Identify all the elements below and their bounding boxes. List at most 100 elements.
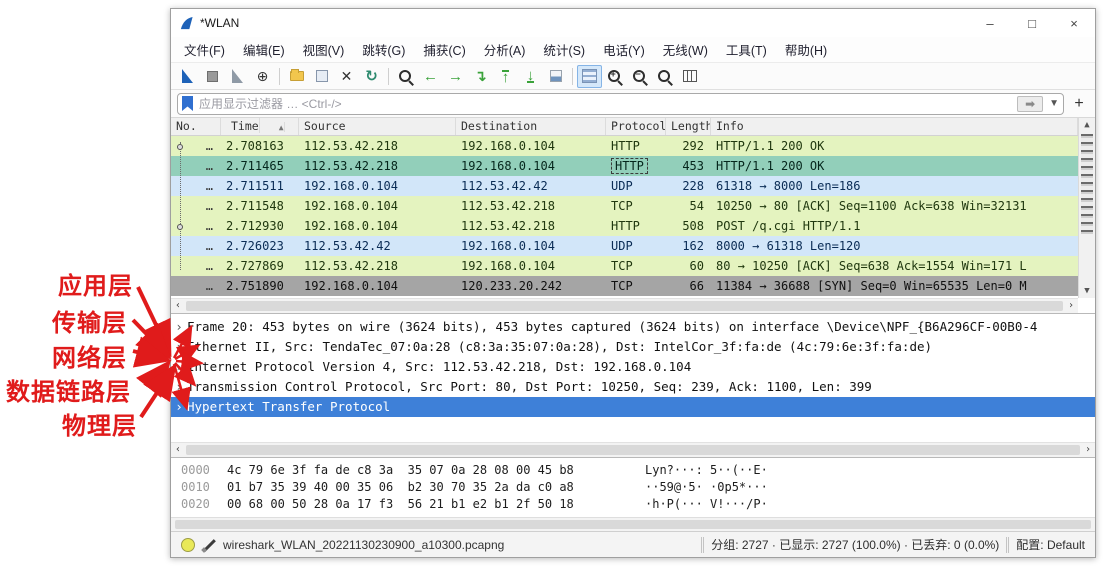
detail-frame[interactable]: Frame 20: 453 bytes on wire (3624 bits),… <box>171 317 1095 337</box>
packet-list-vertical-scrollbar[interactable]: ▲ ▼ <box>1078 118 1095 298</box>
chevron-right-icon[interactable] <box>171 377 187 397</box>
chevron-right-icon[interactable] <box>171 317 187 337</box>
chevron-right-icon[interactable] <box>171 397 187 417</box>
menu-wireless[interactable]: 无线(W) <box>662 44 708 58</box>
scrollbar-thumb[interactable] <box>186 301 1063 311</box>
detail-ip[interactable]: Internet Protocol Version 4, Src: 112.53… <box>171 357 1095 377</box>
annotation-datalink-layer: 数据链路层 <box>6 379 131 406</box>
save-file-icon[interactable] <box>309 65 334 88</box>
col-length[interactable]: Length <box>666 118 711 135</box>
maximize-button[interactable]: □ <box>1028 15 1036 31</box>
col-destination[interactable]: Destination <box>456 118 606 135</box>
stop-capture-icon[interactable] <box>200 65 225 88</box>
find-packet-icon[interactable] <box>393 65 418 88</box>
auto-scroll-icon[interactable] <box>543 65 568 88</box>
close-file-icon[interactable]: ✕ <box>340 67 353 84</box>
scrollbar-thumb[interactable] <box>186 445 1080 455</box>
open-file-icon[interactable] <box>284 65 309 88</box>
resize-columns-icon[interactable] <box>677 65 702 88</box>
menu-tools[interactable]: 工具(T) <box>725 44 767 58</box>
zoom-in-icon[interactable]: + <box>602 65 627 88</box>
detail-tcp[interactable]: Transmission Control Protocol, Src Port:… <box>171 377 1095 397</box>
close-button[interactable]: × <box>1070 15 1078 31</box>
packet-row[interactable]: … 2.712930 192.168.0.104 112.53.42.218 H… <box>171 216 1078 236</box>
annotation-application-layer: 应用层 <box>58 273 133 300</box>
scroll-left-icon[interactable]: ‹ <box>174 444 182 455</box>
minimize-button[interactable]: – <box>986 15 994 31</box>
start-capture-icon[interactable] <box>175 65 200 88</box>
zoom-out-icon[interactable]: − <box>627 65 652 88</box>
packet-row[interactable]: … 2.751890 192.168.0.104 120.233.20.242 … <box>171 276 1078 296</box>
menu-view[interactable]: 视图(V) <box>302 44 345 58</box>
go-back-icon[interactable]: ← <box>423 67 438 85</box>
packet-list-horizontal-scrollbar[interactable]: ‹ › <box>171 298 1078 313</box>
restart-capture-icon[interactable] <box>225 65 250 88</box>
scroll-right-icon[interactable]: › <box>1084 444 1092 455</box>
wireshark-window: *WLAN – □ × 文件(F) 编辑(E) 视图(V) 跳转(G) 捕获(C… <box>170 8 1096 558</box>
go-to-top-icon[interactable]: ↑ <box>501 68 510 86</box>
col-no[interactable]: No. <box>171 118 221 135</box>
packet-row[interactable]: … 2.727869 112.53.42.218 192.168.0.104 T… <box>171 256 1078 276</box>
annotation-physical-layer: 物理层 <box>62 413 137 440</box>
add-filter-button[interactable]: + <box>1074 94 1084 112</box>
zoom-original-icon[interactable] <box>652 65 677 88</box>
col-info[interactable]: Info <box>711 118 1078 135</box>
menu-edit[interactable]: 编辑(E) <box>242 44 285 58</box>
profile-label[interactable]: 配置: Default <box>1016 538 1085 552</box>
menu-help[interactable]: 帮助(H) <box>784 44 828 58</box>
related-packet-line <box>180 142 181 270</box>
annotation-transport-layer: 传输层 <box>52 310 127 337</box>
divider <box>701 536 703 553</box>
hex-dump-pane[interactable]: 0000 4c 79 6e 3f fa de c8 3a 35 07 0a 28… <box>171 458 1095 517</box>
scrollbar-minimap[interactable] <box>1081 134 1093 234</box>
filter-dropdown-chevron-icon[interactable]: ▼ <box>1049 98 1059 109</box>
col-protocol[interactable]: Protocol <box>606 118 666 135</box>
filter-bookmark-icon[interactable] <box>182 96 193 111</box>
col-time[interactable]: Time ▲ <box>221 118 299 135</box>
packet-row-selected[interactable]: … 2.711465 112.53.42.218 192.168.0.104 H… <box>171 156 1078 176</box>
packet-row[interactable]: … 2.711511 192.168.0.104 112.53.42.42 UD… <box>171 176 1078 196</box>
packet-row[interactable]: … 2.708163 112.53.42.218 192.168.0.104 H… <box>171 136 1078 156</box>
go-to-packet-icon[interactable]: ↴ <box>474 68 487 85</box>
detail-http-selected[interactable]: Hypertext Transfer Protocol <box>171 397 1095 417</box>
status-bar: wireshark_WLAN_20221130230900_a10300.pca… <box>171 531 1095 557</box>
scrollbar-thumb[interactable] <box>175 520 1091 529</box>
chevron-right-icon[interactable] <box>171 357 187 377</box>
detail-ethernet[interactable]: Ethernet II, Src: TendaTec_07:0a:28 (c8:… <box>171 337 1095 357</box>
scroll-right-icon[interactable]: › <box>1067 300 1075 311</box>
details-horizontal-scrollbar[interactable]: ‹ › <box>171 442 1095 457</box>
capture-comment-icon[interactable] <box>202 538 216 552</box>
reload-file-icon[interactable]: ↻ <box>365 68 378 85</box>
filter-bar: ➡ ▼ + <box>171 90 1095 118</box>
expert-info-icon[interactable] <box>181 537 195 552</box>
hex-horizontal-scrollbar[interactable] <box>171 517 1095 531</box>
scroll-down-icon[interactable]: ▼ <box>1084 286 1090 296</box>
display-filter-box[interactable]: ➡ ▼ <box>177 92 1064 115</box>
menu-capture[interactable]: 捕获(C) <box>423 44 466 58</box>
menu-file[interactable]: 文件(F) <box>184 44 225 58</box>
packet-row[interactable]: … 2.711548 192.168.0.104 112.53.42.218 T… <box>171 196 1078 216</box>
col-source[interactable]: Source <box>299 118 456 135</box>
go-to-bottom-icon[interactable]: ↓ <box>526 66 535 84</box>
menu-analyze[interactable]: 分析(A) <box>483 44 526 58</box>
colorize-packets-icon[interactable] <box>577 64 602 88</box>
menu-go[interactable]: 跳转(G) <box>362 44 406 58</box>
packet-list-header[interactable]: No. Time ▲ Source Destination Protocol Le… <box>171 118 1078 136</box>
wireshark-logo-icon <box>180 16 193 29</box>
go-forward-icon[interactable]: → <box>448 67 463 85</box>
menu-statistics[interactable]: 统计(S) <box>543 44 586 58</box>
display-filter-input[interactable] <box>199 96 1012 111</box>
sort-indicator: ▲ <box>273 122 285 132</box>
menu-telephony[interactable]: 电话(Y) <box>603 44 645 58</box>
packet-details-pane: Frame 20: 453 bytes on wire (3624 bits),… <box>171 314 1095 458</box>
scroll-left-icon[interactable]: ‹ <box>174 300 182 311</box>
title-bar: *WLAN – □ × <box>171 9 1095 37</box>
menu-bar: 文件(F) 编辑(E) 视图(V) 跳转(G) 捕获(C) 分析(A) 统计(S… <box>171 37 1095 62</box>
scroll-up-icon[interactable]: ▲ <box>1084 120 1090 130</box>
related-packet-dot <box>177 224 183 230</box>
apply-filter-icon[interactable]: ➡ <box>1017 95 1044 112</box>
packet-row[interactable]: … 2.726023 112.53.42.42 192.168.0.104 UD… <box>171 236 1078 256</box>
chevron-right-icon[interactable] <box>171 337 187 357</box>
capture-options-icon[interactable]: ⊕ <box>256 67 269 84</box>
packet-list-pane: No. Time ▲ Source Destination Protocol Le… <box>171 118 1095 314</box>
